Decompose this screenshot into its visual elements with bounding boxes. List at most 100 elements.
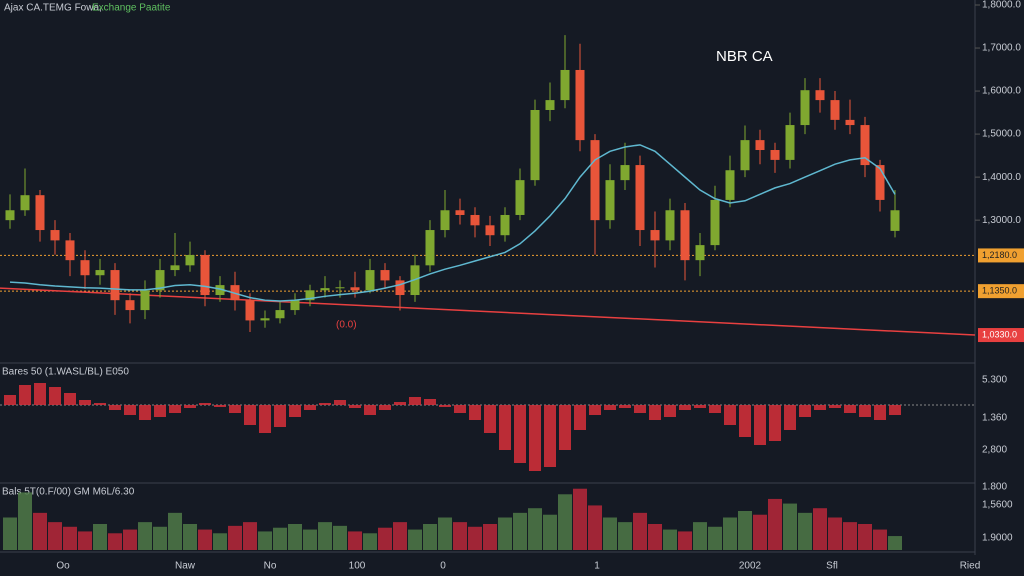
trend-box — [978, 328, 1024, 343]
volume-bar — [813, 508, 827, 550]
candle-body — [605, 180, 615, 221]
volume-bar — [843, 522, 857, 550]
candle-body — [140, 290, 150, 311]
candle-body — [875, 165, 885, 200]
candle-body — [815, 90, 825, 101]
hist-bar — [259, 405, 271, 433]
y-tick-label: 1,4000.0 — [982, 172, 1021, 183]
exchange-label: Exchange Paatite — [92, 3, 171, 14]
x-tick-label: 0 — [440, 561, 446, 572]
hist-bar — [79, 400, 91, 405]
candle-body — [695, 245, 705, 261]
y-axis-text: 1,5600 — [982, 500, 1013, 511]
symbol-title: Ajax CA.TEMG Fowa, — [4, 3, 102, 14]
level-box — [978, 248, 1024, 263]
hist-bar — [439, 405, 451, 407]
volume-bar — [483, 524, 497, 550]
hist-bar — [469, 405, 481, 420]
hist-bar — [799, 405, 811, 417]
hist-bar — [154, 405, 166, 417]
candle-body — [800, 90, 810, 126]
candle-body — [575, 69, 585, 141]
volume-bar — [3, 517, 17, 550]
candle-body — [650, 230, 660, 241]
candle-body — [95, 270, 105, 276]
hist-bar — [409, 397, 421, 405]
candle-body — [860, 125, 870, 166]
volume-bar — [648, 524, 662, 550]
hist-bar — [544, 405, 556, 467]
hist-bar — [484, 405, 496, 433]
hist-bar — [694, 405, 706, 408]
volume-bar — [33, 512, 47, 550]
hist-bar — [529, 405, 541, 471]
candle-body — [545, 100, 555, 110]
volume-bar — [528, 508, 542, 550]
volume-bar — [588, 505, 602, 550]
candle-body — [350, 287, 360, 291]
x-tick-label: Naw — [175, 561, 196, 572]
hist-bar — [184, 405, 196, 408]
volume-bar — [783, 503, 797, 550]
candle-body — [125, 300, 135, 311]
candle-body — [260, 318, 270, 321]
hist-bar — [349, 405, 361, 408]
volume-bar — [378, 527, 392, 550]
trend-label: 1,0330.0 — [982, 329, 1017, 339]
volume-bar — [558, 494, 572, 550]
x-tick-label: 1 — [594, 561, 600, 572]
hist-bar — [169, 405, 181, 413]
hist-bar — [889, 405, 901, 415]
hist-bar — [574, 405, 586, 430]
candle-body — [530, 109, 540, 181]
candle-body — [560, 69, 570, 101]
hist-bar — [49, 387, 61, 405]
hist-bar — [274, 405, 286, 427]
hist-bar — [394, 402, 406, 405]
volume-bar — [18, 492, 32, 550]
candle-body — [50, 230, 60, 241]
volume-bar — [408, 529, 422, 550]
candle-body — [665, 210, 675, 241]
candle-body — [455, 210, 465, 215]
hist-bar — [859, 405, 871, 417]
candle-body — [380, 270, 390, 281]
candle-body — [320, 288, 330, 291]
hist-bar — [124, 405, 136, 415]
hist-bar — [34, 383, 46, 405]
y-tick-label: 1,6000.0 — [982, 86, 1021, 97]
hist-bar — [109, 405, 121, 410]
candle-body — [485, 225, 495, 236]
candle-body — [155, 270, 165, 291]
hist-bar — [814, 405, 826, 410]
y-tick-label: 1,8000.0 — [982, 0, 1021, 11]
candle-body — [110, 270, 120, 301]
volume-bar — [48, 522, 62, 550]
hist-bar — [649, 405, 661, 420]
candle-body — [635, 165, 645, 231]
volume-bar — [93, 524, 107, 550]
volume-bar — [753, 514, 767, 550]
volume-bar — [858, 524, 872, 550]
volume-bar — [633, 512, 647, 550]
volume-bar — [873, 529, 887, 550]
hist-bar — [739, 405, 751, 437]
volume-bar — [438, 517, 452, 550]
hist-bar — [304, 405, 316, 410]
hist-bar — [4, 395, 16, 405]
volume-bar — [303, 529, 317, 550]
candle-body — [590, 140, 600, 221]
hist-bar — [379, 405, 391, 410]
candle-body — [440, 210, 450, 231]
volume-bar — [453, 522, 467, 550]
moving-average — [9, 144, 896, 302]
hist-bar — [289, 405, 301, 417]
hist-bar — [499, 405, 511, 450]
level-label: 1,1350.0 — [982, 286, 1017, 296]
hist-bar — [589, 405, 601, 415]
volume-bar — [63, 526, 77, 550]
volume-bar — [678, 531, 692, 550]
level-box — [978, 284, 1024, 299]
candle-body — [620, 165, 630, 181]
hist-bar — [829, 405, 841, 408]
